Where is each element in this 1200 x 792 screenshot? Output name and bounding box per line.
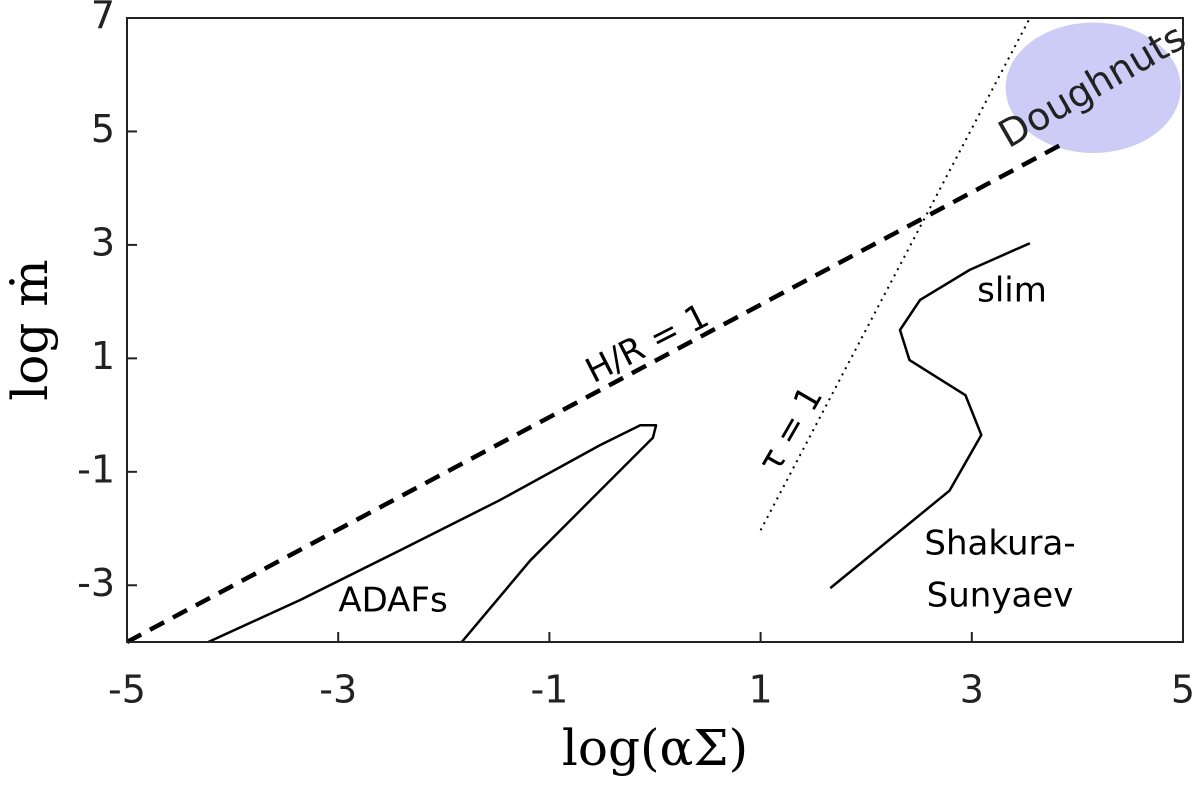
y-axis-label: log ṁ: [1, 259, 59, 400]
x-tick-label: -1: [530, 668, 568, 712]
x-tick-label: -3: [319, 668, 357, 712]
plot-frame: [126, 17, 1184, 643]
x-tick-label: -5: [108, 668, 146, 712]
y-tick-label: 1: [91, 334, 115, 378]
y-tick-label: -1: [77, 447, 115, 491]
y-tick-label: -3: [77, 561, 115, 605]
y-tick-label: 5: [91, 107, 115, 151]
annotation: τ = 1: [750, 379, 831, 479]
annotation: Sunyaev: [927, 576, 1074, 616]
region: [1005, 22, 1181, 154]
line: [207, 424, 658, 644]
annotation: Shakura-: [924, 524, 1075, 564]
y-tick-label: 7: [91, 0, 115, 38]
x-tick-label: 3: [960, 668, 984, 712]
line: [125, 143, 1062, 644]
annotation: ADAFs: [338, 581, 447, 621]
annotation: slim: [977, 271, 1047, 311]
annotation: H/R = 1: [579, 296, 715, 392]
y-tick-label: 3: [91, 220, 115, 264]
x-tick-label: 1: [749, 668, 773, 712]
x-axis-label: log(αΣ): [562, 719, 748, 777]
x-tick-label: 5: [1171, 668, 1195, 712]
line: [829, 242, 1031, 590]
